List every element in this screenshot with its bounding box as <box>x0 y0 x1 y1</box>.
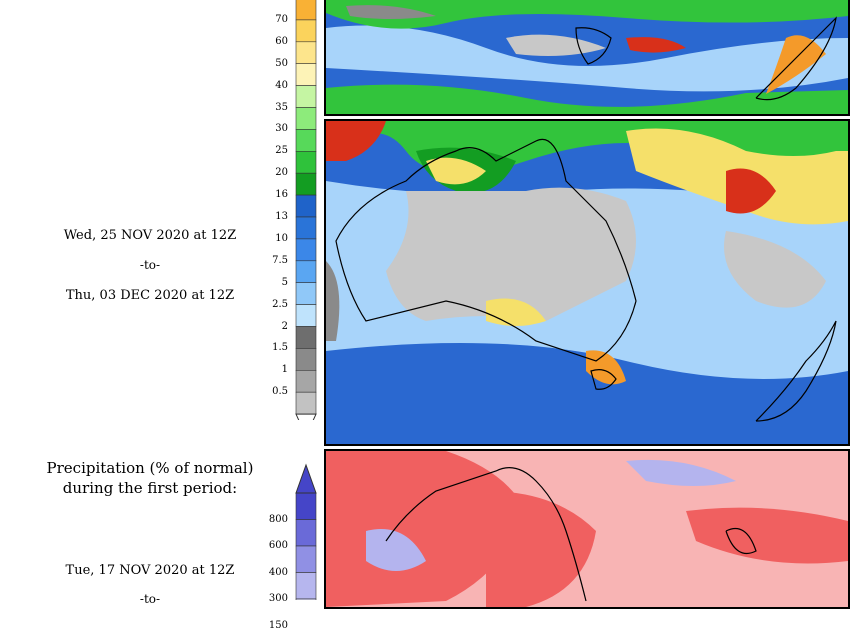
tasmania-outline <box>590 369 617 390</box>
new-zealand-outline <box>755 320 837 422</box>
totals-colorbar-tick-label: 25 <box>275 145 288 157</box>
totals-end-date: Thu, 03 DEC 2020 at 12Z <box>65 288 235 303</box>
totals-colorbar-arrow-bottom <box>295 413 317 420</box>
totals-start-date: Wed, 25 NOV 2020 at 12Z <box>63 228 237 243</box>
totals-colorbar-tick-label: 7.5 <box>272 254 288 266</box>
totals-colorbar-tick-label: 13 <box>275 211 288 222</box>
percent-colorbar-tick-label: 300 <box>268 593 288 604</box>
totals-colorbar-swatch <box>295 326 317 349</box>
map-red-central <box>486 491 596 607</box>
map-orange-tasmania <box>586 350 626 385</box>
map-percent-svg <box>326 451 848 607</box>
map-blue-west <box>366 529 426 571</box>
totals-colorbar-tick-label: 5 <box>281 276 288 288</box>
totals-colorbar-tick-label: 10 <box>275 232 288 244</box>
map-panel-totals <box>324 119 850 446</box>
map-red-northeast <box>726 168 776 214</box>
map-red-west <box>326 451 526 607</box>
totals-colorbar-svg <box>295 0 317 420</box>
percent-colorbar-swatch <box>295 545 317 573</box>
island-outline <box>725 527 757 555</box>
totals-colorbar-tick-label: 30 <box>275 123 288 135</box>
map-panel-previous <box>324 0 850 116</box>
totals-colorbar-tick-label: 1.5 <box>272 342 288 354</box>
percent-title-line2: during the first period: <box>62 479 238 497</box>
new-zealand-outline <box>755 16 837 101</box>
map-red-patch <box>626 37 686 53</box>
totals-colorbar-swatch <box>295 304 317 327</box>
map-yellow-topend <box>426 157 486 185</box>
map-previous-svg <box>326 0 848 114</box>
totals-colorbar-swatch <box>295 194 317 218</box>
map-grey-west <box>326 261 340 341</box>
totals-colorbar-tick-label: 2.5 <box>272 298 288 310</box>
totals-colorbar-tick-label: 0.5 <box>272 386 288 398</box>
map-orange-patch <box>766 35 826 94</box>
totals-colorbar-tick-label: 1 <box>281 364 288 376</box>
percent-colorbar-arrow-top <box>295 463 317 494</box>
australia-outline <box>385 467 587 602</box>
totals-colorbar-swatch <box>295 19 317 43</box>
totals-colorbar-swatch <box>295 0 317 21</box>
map-panel-percent <box>324 449 850 609</box>
totals-colorbar-swatch <box>295 107 317 130</box>
totals-colorbar-tick-label: 40 <box>275 79 288 91</box>
totals-colorbar-tick-label: 60 <box>275 35 288 47</box>
precip-totals-colorbar: 80 70 60 50 40 35 30 25 20 16 13 10 7.5 5 2.5 2 1.5 1 0.5 <box>0 0 330 420</box>
map-red-east <box>686 507 848 564</box>
map-grey-patch-west <box>346 5 436 20</box>
totals-colorbar-swatch <box>295 238 317 262</box>
australia-outline <box>335 138 637 362</box>
totals-colorbar-swatch <box>295 129 317 152</box>
totals-colorbar-swatch <box>295 348 317 371</box>
percent-colorbar-tick-label: 600 <box>268 540 288 551</box>
totals-colorbar-tick-label: 16 <box>275 189 288 201</box>
totals-colorbar-tick-label: 2 <box>281 320 288 332</box>
percent-colorbar-tick-label: 400 <box>268 566 288 578</box>
percent-colorbar-swatch <box>295 572 317 600</box>
totals-colorbar-swatch <box>295 260 317 283</box>
map-grey-tasman <box>724 231 826 308</box>
percent-start-date: Tue, 17 NOV 2020 at 12Z <box>65 563 235 578</box>
percent-colorbar-svg <box>295 463 317 600</box>
totals-colorbar-tick-label: 20 <box>275 167 288 179</box>
totals-colorbar-swatch <box>295 63 317 86</box>
tasmania-outline <box>575 27 612 65</box>
map-grey-interior <box>386 187 636 321</box>
totals-colorbar-swatch <box>295 172 317 196</box>
percent-colorbar-swatch <box>295 519 317 547</box>
totals-colorbar-swatch <box>295 282 317 305</box>
percent-colorbar-tick-label: 150 <box>268 619 288 631</box>
totals-colorbar-tick-label: 70 <box>275 13 288 25</box>
map-red-northwest <box>326 121 386 161</box>
map-totals-svg <box>326 121 848 444</box>
totals-colorbar-tick-label: 80 <box>248 0 288 3</box>
totals-colorbar-swatch <box>295 391 317 415</box>
totals-colorbar-swatch <box>295 369 317 393</box>
percent-colorbar-swatch <box>295 492 317 520</box>
percent-title-line1: Precipitation (% of normal) <box>46 459 254 477</box>
totals-colorbar-swatch <box>295 151 317 174</box>
precip-percent-colorbar: 800 600 400 300 150 <box>0 460 330 630</box>
totals-colorbar-swatch <box>295 41 317 64</box>
map-blue-north <box>626 459 736 486</box>
map-green-band-south <box>326 84 848 114</box>
totals-colorbar-tick-label: 50 <box>275 57 288 69</box>
totals-colorbar-swatch <box>295 85 317 108</box>
map-light-band <box>326 25 848 92</box>
map-green-band <box>326 0 848 29</box>
percent-colorbar-tick-label: 800 <box>268 513 288 525</box>
totals-colorbar-swatch <box>295 216 317 240</box>
totals-colorbar-tick-label: 35 <box>275 101 288 113</box>
totals-date-separator: -to- <box>139 258 161 272</box>
